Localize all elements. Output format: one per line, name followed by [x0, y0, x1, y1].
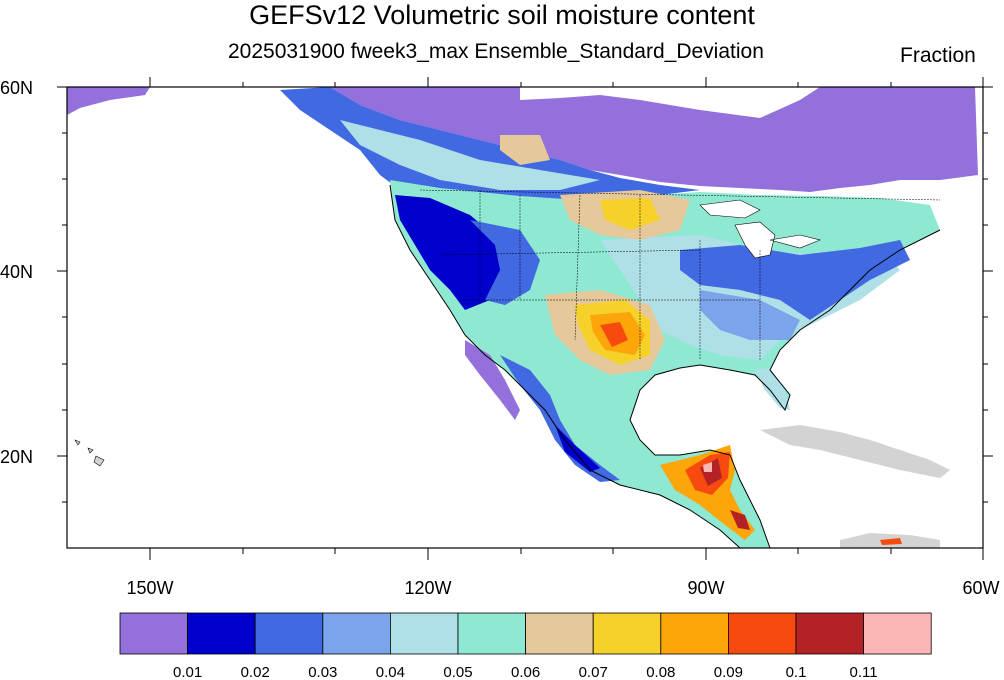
lon-label-150w: 150W	[126, 578, 173, 598]
lon-label-90w: 90W	[687, 578, 724, 598]
lat-ticks	[57, 86, 993, 503]
map-content	[67, 87, 983, 548]
region-mexico-west-dark	[555, 425, 600, 472]
colorbar-label: 0.03	[308, 664, 337, 680]
region-mexico-west	[500, 355, 620, 482]
region-west-us	[395, 195, 510, 310]
region-east-us-blue	[680, 240, 910, 320]
units-label: Fraction	[900, 44, 976, 67]
caribbean-south-red	[880, 538, 902, 545]
lon-label-120w: 120W	[404, 578, 451, 598]
colorbar-label: 0.01	[173, 664, 202, 680]
lon-ticks	[149, 77, 984, 560]
region-canada-north	[330, 87, 978, 192]
colorbar-label: 0.06	[511, 664, 540, 680]
region-plains-yellow	[600, 198, 660, 230]
coastline	[389, 184, 741, 548]
colorbar-label: 0.09	[714, 664, 743, 680]
hawaii	[74, 439, 105, 467]
colorbar-swatch	[322, 612, 391, 655]
map-title: GEFSv12 Volumetric soil moisture content	[249, 0, 755, 30]
lon-label-60w: 60W	[962, 578, 999, 598]
caribbean-islands	[760, 425, 950, 478]
colorbar-swatch	[389, 612, 459, 655]
region-saskatchewan-tan	[500, 135, 550, 165]
region-west-canada	[280, 87, 700, 200]
colorbar-label: 0.11	[850, 664, 878, 680]
gulf-coast	[629, 229, 941, 548]
region-east-us-mid	[700, 290, 800, 340]
region-yucatan-pink	[703, 462, 712, 472]
region-light-blue-1	[340, 120, 600, 190]
map-subtitle: 2025031900 fweek3_max Ensemble_Standard_…	[228, 40, 764, 63]
colorbar-label: 0.04	[376, 664, 405, 680]
colorbar-swatch	[863, 612, 932, 655]
colorbar-swatch	[525, 612, 594, 655]
colorbar-swatch	[592, 612, 662, 655]
region-honduras-darkred	[730, 510, 750, 530]
lat-label-60n: 60N	[0, 78, 33, 98]
region-alaska	[67, 87, 150, 115]
lat-label-20n: 20N	[0, 447, 33, 467]
region-florida	[755, 368, 790, 410]
colorbar-swatch	[660, 612, 729, 655]
region-west-us-blue	[470, 220, 540, 305]
colorbar: 0.01 0.02 0.03 0.04 0.05 0.06 0.07 0.08 0.09 0.1 0…	[119, 612, 932, 680]
colorbar-label: 0.05	[443, 664, 472, 680]
region-baja	[465, 340, 520, 420]
colorbar-swatch	[728, 612, 797, 655]
colorbar-label: 0.02	[241, 664, 270, 680]
colorbar-swatch	[457, 612, 526, 655]
colorbar-swatch	[795, 612, 864, 655]
region-texas-red	[600, 322, 628, 347]
colorbar-label: 0.1	[786, 664, 807, 680]
colorbar-label: 0.08	[646, 664, 675, 680]
colorbar-label: 0.07	[579, 664, 608, 680]
state-borders	[419, 189, 941, 360]
lat-label-40n: 40N	[0, 262, 33, 282]
colorbar-swatch	[187, 612, 256, 655]
colorbar-swatch	[254, 612, 324, 655]
colorbar-swatch	[119, 612, 188, 655]
great-lakes	[699, 199, 821, 259]
